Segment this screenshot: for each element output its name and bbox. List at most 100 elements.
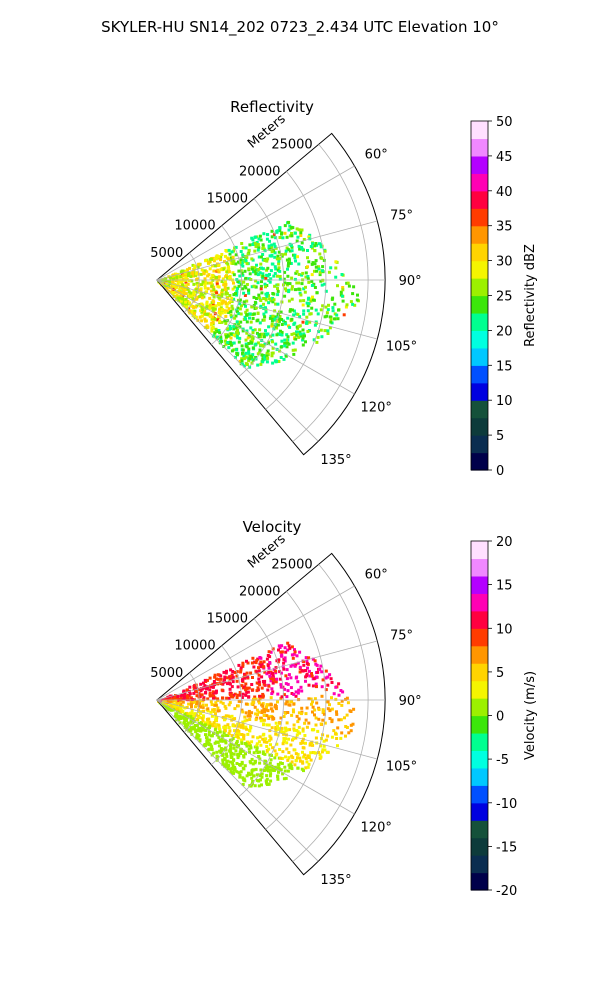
echo-pixel — [237, 312, 241, 316]
echo-pixel — [211, 326, 215, 329]
echo-pixel — [222, 670, 226, 674]
echo-pixel — [280, 726, 284, 730]
echo-pixel — [279, 685, 283, 689]
echo-pixel — [244, 342, 248, 346]
echo-pixel — [211, 306, 215, 310]
echo-pixel — [199, 309, 203, 313]
echo-pixel — [286, 769, 290, 773]
echo-pixel — [247, 248, 251, 252]
echo-pixel — [341, 690, 345, 694]
echo-pixel — [294, 690, 298, 694]
echo-pixel — [185, 688, 189, 692]
echo-pixel — [257, 699, 261, 703]
echo-pixel — [200, 716, 204, 720]
azimuth-tick-label: 60° — [365, 148, 388, 163]
echo-pixel — [273, 705, 277, 709]
echo-pixel — [276, 287, 279, 290]
echo-pixel — [247, 359, 251, 363]
echo-pixel — [215, 329, 219, 333]
echo-pixel — [295, 330, 298, 334]
colorbar-tick-label: 25 — [496, 290, 513, 305]
echo-pixel — [250, 683, 254, 686]
echo-pixel — [236, 310, 239, 314]
colorbar-segment — [471, 138, 488, 157]
echo-pixel — [188, 279, 191, 283]
echo-pixel — [244, 286, 248, 290]
echo-pixel — [224, 726, 228, 730]
echo-pixel — [326, 675, 330, 679]
echo-pixel — [333, 317, 336, 321]
colorbar-segment — [471, 610, 488, 629]
echo-pixel — [321, 678, 325, 682]
echo-pixel — [242, 357, 246, 361]
echo-pixel — [319, 722, 323, 726]
echo-pixel — [205, 687, 208, 691]
echo-pixel — [247, 743, 251, 747]
echo-pixel — [259, 362, 263, 366]
echo-pixel — [242, 302, 246, 306]
echo-pixel — [234, 333, 238, 337]
echo-pixel — [277, 770, 280, 774]
echo-pixel — [272, 667, 276, 671]
echo-pixel — [297, 244, 301, 248]
echo-pixel — [228, 687, 232, 691]
echo-pixel — [201, 308, 205, 312]
echo-pixel — [259, 255, 263, 259]
echo-pixel — [257, 267, 261, 271]
colorbar-segment — [471, 698, 488, 717]
echo-pixel — [302, 309, 306, 313]
echo-pixel — [336, 284, 339, 288]
echo-pixel — [174, 694, 177, 697]
echo-pixel — [242, 300, 246, 304]
echo-pixel — [205, 721, 209, 725]
echo-pixel — [287, 673, 291, 677]
echo-pixel — [251, 780, 255, 783]
echo-pixel — [198, 304, 202, 308]
echo-pixel — [189, 275, 193, 279]
echo-pixel — [261, 276, 265, 280]
echo-pixel — [225, 676, 229, 680]
echo-pixel — [200, 296, 204, 300]
echo-pixel — [322, 709, 326, 713]
echo-pixel — [198, 315, 202, 319]
echo-pixel — [277, 644, 281, 648]
echo-pixel — [344, 725, 348, 728]
echo-pixel — [224, 763, 228, 767]
echo-pixel — [182, 720, 186, 724]
echo-pixel — [269, 277, 273, 281]
range-ring — [292, 144, 369, 443]
echo-pixel — [272, 233, 276, 237]
echo-pixel — [284, 776, 288, 780]
echo-pixel — [234, 292, 237, 295]
echo-pixel — [219, 258, 223, 262]
echo-pixel — [250, 361, 254, 365]
echo-pixel — [225, 696, 229, 700]
colorbar-segment — [471, 278, 488, 297]
echo-pixel — [207, 307, 211, 310]
echo-pixel — [286, 341, 290, 345]
echo-pixel — [302, 238, 306, 241]
echo-pixel — [310, 284, 314, 287]
echo-pixel — [266, 356, 270, 360]
echo-pixel — [265, 777, 269, 781]
echo-pixel — [296, 255, 299, 259]
echo-pixel — [206, 261, 210, 264]
echo-pixel — [236, 329, 239, 332]
echo-pixel — [206, 707, 210, 711]
echo-pixel — [186, 287, 190, 291]
echo-pixel — [270, 322, 274, 326]
colorbar-tick-label: 15 — [496, 359, 513, 374]
echo-pixel — [281, 253, 284, 257]
echo-pixel — [233, 692, 237, 696]
echo-pixel — [258, 773, 262, 777]
echo-pixel — [240, 357, 244, 361]
echo-pixel — [344, 305, 348, 309]
echo-pixel — [225, 270, 229, 274]
echo-pixel — [320, 685, 324, 689]
echo-pixel — [261, 245, 265, 248]
echo-pixel — [208, 724, 212, 728]
echo-pixel — [254, 342, 258, 346]
echo-pixel — [262, 718, 266, 722]
echo-pixel — [301, 328, 305, 332]
echo-pixel — [265, 774, 269, 778]
